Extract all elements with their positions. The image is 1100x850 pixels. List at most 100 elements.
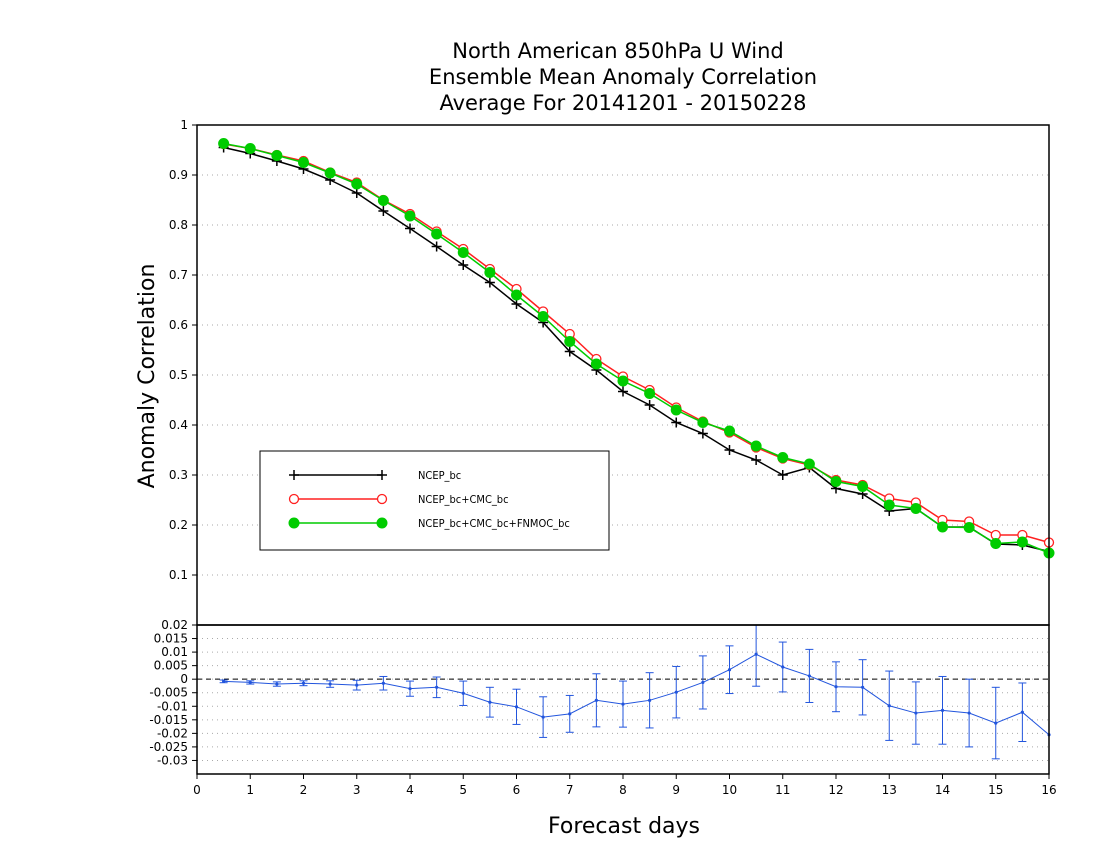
difference-point <box>754 652 758 656</box>
difference-point <box>621 702 625 706</box>
y-tick-label: -0.01 <box>157 699 188 713</box>
x-tick-label: 13 <box>882 783 897 797</box>
difference-line <box>223 653 1050 736</box>
point-marker <box>377 195 389 206</box>
x-tick-label: 12 <box>828 783 843 797</box>
difference-point <box>222 679 226 683</box>
x-tick-label: 6 <box>513 783 521 797</box>
x-tick-label: 1 <box>246 783 254 797</box>
point-marker <box>724 425 735 437</box>
point-marker <box>1016 536 1028 548</box>
point-marker <box>537 311 549 322</box>
point-marker <box>484 267 496 278</box>
point-marker <box>937 521 948 533</box>
point-marker <box>351 178 363 190</box>
point-marker <box>644 400 655 410</box>
point-marker <box>511 299 522 309</box>
difference-point <box>301 681 306 685</box>
point-marker <box>431 241 442 252</box>
point-marker <box>697 428 708 439</box>
y-tick-label: -0.025 <box>149 740 188 754</box>
point-marker <box>271 150 283 161</box>
point-marker <box>777 470 788 480</box>
difference-point <box>994 721 998 725</box>
legend-label: NCEP_bc <box>418 469 461 482</box>
y-tick-label: 0.4 <box>169 418 188 432</box>
difference-point <box>488 700 492 704</box>
difference-point <box>408 687 412 691</box>
difference-point <box>861 685 865 689</box>
legend-entry-2: NCEP_bc+CMC_bc <box>288 493 509 506</box>
point-marker <box>376 517 388 529</box>
point-marker <box>376 493 388 505</box>
difference-point <box>914 711 918 715</box>
difference-point <box>1020 710 1024 714</box>
difference-point <box>541 715 545 719</box>
legend-label: NCEP_bc+CMC_bc+FNMOC_bc <box>418 517 570 530</box>
point-marker <box>378 206 389 216</box>
point-marker <box>457 247 469 258</box>
point-marker <box>289 470 299 480</box>
point-marker <box>750 440 762 452</box>
point-marker <box>218 138 230 149</box>
point-marker <box>431 228 443 240</box>
legend-box <box>259 450 610 551</box>
point-marker <box>617 375 629 387</box>
point-marker <box>830 476 842 487</box>
difference-point <box>807 674 811 678</box>
difference-point <box>967 711 971 715</box>
difference-point <box>568 712 572 716</box>
point-marker <box>803 458 815 470</box>
legend-entry-1: NCEP_bc <box>289 469 461 482</box>
legend-label: NCEP_bc+CMC_bc <box>418 493 509 506</box>
y-tick-label: -0.03 <box>157 753 188 767</box>
x-tick-label: 11 <box>775 783 790 797</box>
point-marker <box>990 538 1002 549</box>
point-marker <box>288 517 300 529</box>
bottom-panel-series <box>219 625 1051 760</box>
point-marker <box>644 388 656 399</box>
y-axis-label: Anomaly Correlation <box>135 264 160 489</box>
point-marker <box>724 445 735 455</box>
point-marker <box>351 188 362 198</box>
y-tick-label: -0.02 <box>157 726 188 740</box>
point-marker <box>910 503 922 514</box>
difference-point <box>461 691 465 695</box>
point-marker <box>883 499 895 511</box>
difference-point <box>435 685 439 689</box>
y-tick-label: 0.3 <box>169 468 188 482</box>
x-tick-label: 3 <box>353 783 361 797</box>
x-tick-label: 7 <box>566 783 574 797</box>
point-marker <box>288 493 300 505</box>
y-tick-label: 0.7 <box>169 268 188 282</box>
difference-point <box>781 665 785 669</box>
y-tick-label: -0.005 <box>149 686 188 700</box>
x-tick-label: 4 <box>406 783 414 797</box>
point-marker <box>298 157 309 168</box>
y-tick-label: 0.015 <box>154 632 188 646</box>
top-panel-grid <box>197 174 1049 576</box>
point-marker <box>244 143 256 154</box>
point-marker <box>324 167 336 179</box>
chart-title: North American 850hPa U Wind Ensemble Me… <box>429 39 817 115</box>
y-tick-label: 0.01 <box>161 645 188 659</box>
x-tick-label: 8 <box>619 783 627 797</box>
title-line-2: Ensemble Mean Anomaly Correlation <box>429 65 817 89</box>
x-tick-label: 9 <box>672 783 680 797</box>
difference-point <box>674 690 678 694</box>
x-tick-label: 15 <box>988 783 1003 797</box>
x-tick-label: 16 <box>1041 783 1056 797</box>
top-y-axis: 1 0.9 0.8 0.7 0.6 0.5 0.4 0.3 0.2 0.1 <box>169 118 197 582</box>
y-tick-label: 0.9 <box>169 168 188 182</box>
point-marker <box>458 260 469 270</box>
legend: NCEP_bc NCEP_bc+CMC_bc NCEP_bc+CMC_bc+FNMO… <box>259 450 610 551</box>
y-tick-label: 0.005 <box>154 659 188 673</box>
point-marker <box>963 522 975 533</box>
y-tick-label: -0.015 <box>149 713 188 727</box>
point-marker <box>777 452 789 463</box>
title-line-1: North American 850hPa U Wind <box>452 39 784 63</box>
point-marker <box>484 277 495 288</box>
difference-point <box>514 705 519 709</box>
y-tick-label: 0.6 <box>169 318 188 332</box>
